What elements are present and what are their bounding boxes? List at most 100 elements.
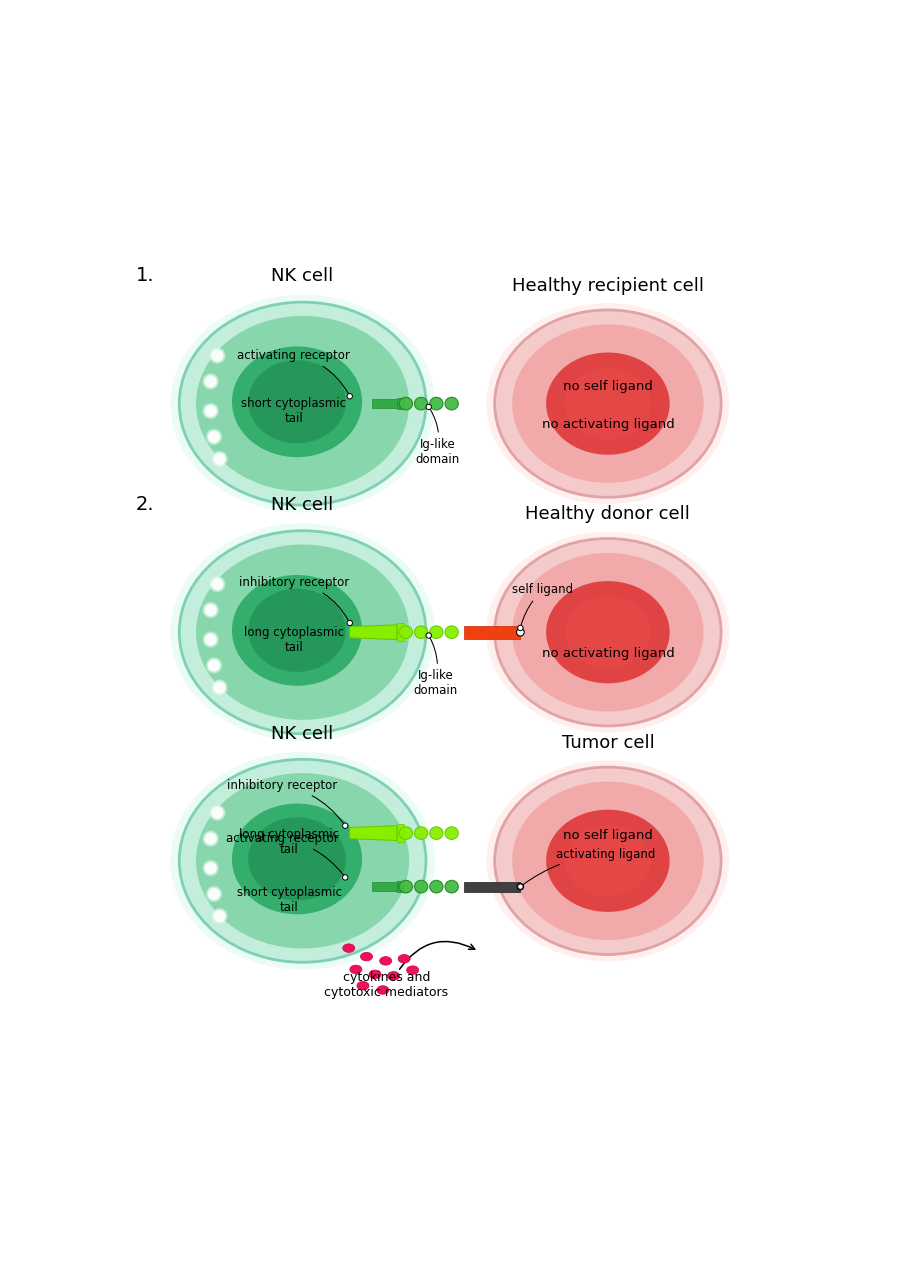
Circle shape	[517, 628, 524, 636]
Circle shape	[518, 884, 523, 890]
Text: no activating ligand: no activating ligand	[541, 646, 674, 660]
Bar	[372, 399, 397, 408]
Text: long cytoplasmic
tail: long cytoplasmic tail	[239, 828, 339, 856]
Text: Ig-like
domain: Ig-like domain	[416, 410, 460, 466]
Circle shape	[213, 453, 225, 465]
Circle shape	[213, 681, 225, 694]
Circle shape	[204, 832, 217, 845]
Circle shape	[204, 375, 217, 388]
Ellipse shape	[232, 575, 362, 686]
Circle shape	[202, 831, 219, 846]
Ellipse shape	[180, 531, 426, 733]
Ellipse shape	[343, 943, 354, 952]
Circle shape	[204, 404, 217, 417]
Ellipse shape	[414, 397, 428, 410]
Circle shape	[206, 429, 222, 445]
Circle shape	[209, 805, 225, 820]
Ellipse shape	[232, 804, 362, 914]
Ellipse shape	[495, 539, 721, 726]
Ellipse shape	[196, 544, 409, 719]
Ellipse shape	[486, 303, 729, 504]
Text: self ligand: self ligand	[512, 584, 573, 625]
Circle shape	[347, 393, 353, 399]
Circle shape	[208, 659, 220, 672]
Ellipse shape	[495, 767, 721, 955]
Polygon shape	[350, 826, 397, 841]
Ellipse shape	[196, 316, 409, 492]
Text: activating ligand: activating ligand	[523, 847, 656, 884]
Bar	[372, 882, 397, 891]
Text: Ig-like
domain: Ig-like domain	[413, 637, 458, 696]
Ellipse shape	[248, 360, 346, 443]
Ellipse shape	[398, 955, 410, 963]
Ellipse shape	[564, 367, 651, 439]
Text: Tumor cell: Tumor cell	[562, 733, 654, 751]
Circle shape	[209, 348, 225, 364]
Text: Healthy recipient cell: Healthy recipient cell	[512, 276, 703, 294]
Circle shape	[208, 430, 220, 443]
Circle shape	[518, 883, 524, 890]
Circle shape	[343, 874, 348, 881]
Ellipse shape	[445, 881, 458, 893]
Circle shape	[204, 634, 217, 645]
Ellipse shape	[445, 827, 458, 840]
Bar	[397, 824, 404, 842]
Ellipse shape	[495, 310, 721, 498]
Ellipse shape	[430, 397, 443, 410]
Ellipse shape	[564, 826, 651, 896]
Ellipse shape	[407, 966, 419, 974]
Text: activating receptor: activating receptor	[237, 349, 350, 394]
Ellipse shape	[486, 760, 729, 961]
Ellipse shape	[387, 972, 399, 980]
Text: long cytoplasmic
tail: long cytoplasmic tail	[244, 626, 344, 654]
Ellipse shape	[445, 397, 458, 410]
Circle shape	[212, 349, 224, 362]
Circle shape	[212, 451, 228, 467]
Ellipse shape	[170, 524, 435, 741]
Circle shape	[206, 886, 222, 902]
Circle shape	[426, 404, 431, 410]
Text: inhibitory receptor: inhibitory receptor	[227, 778, 344, 823]
Ellipse shape	[486, 531, 729, 732]
Text: no self ligand: no self ligand	[563, 828, 653, 842]
Ellipse shape	[430, 827, 443, 840]
Circle shape	[204, 604, 217, 616]
Ellipse shape	[445, 626, 458, 639]
Text: inhibitory receptor: inhibitory receptor	[238, 576, 349, 621]
Ellipse shape	[376, 986, 389, 995]
Ellipse shape	[180, 759, 426, 963]
Ellipse shape	[232, 347, 362, 457]
Ellipse shape	[399, 881, 412, 893]
Ellipse shape	[512, 782, 703, 940]
Ellipse shape	[430, 881, 443, 893]
Ellipse shape	[357, 982, 369, 989]
Circle shape	[212, 806, 224, 819]
Bar	[397, 398, 404, 410]
Ellipse shape	[350, 965, 362, 974]
Circle shape	[347, 621, 353, 626]
Ellipse shape	[180, 302, 426, 506]
Circle shape	[204, 861, 217, 874]
Bar	[463, 882, 520, 892]
Ellipse shape	[414, 626, 428, 639]
Text: activating receptor: activating receptor	[226, 832, 344, 876]
Text: short cytoplasmic
tail: short cytoplasmic tail	[236, 886, 342, 914]
Ellipse shape	[170, 751, 435, 970]
Ellipse shape	[248, 589, 346, 672]
Circle shape	[206, 658, 222, 673]
Bar	[397, 623, 404, 641]
Text: NK cell: NK cell	[271, 268, 333, 285]
Circle shape	[212, 908, 228, 924]
Text: NK cell: NK cell	[271, 497, 333, 515]
Ellipse shape	[399, 397, 412, 410]
Circle shape	[343, 823, 348, 828]
Ellipse shape	[369, 970, 381, 979]
Ellipse shape	[414, 827, 428, 840]
Circle shape	[202, 374, 219, 389]
Ellipse shape	[564, 596, 651, 668]
Text: short cytoplasmic
tail: short cytoplasmic tail	[241, 397, 346, 425]
Circle shape	[202, 631, 219, 648]
Circle shape	[208, 888, 220, 900]
Polygon shape	[350, 625, 397, 640]
Circle shape	[202, 860, 219, 877]
